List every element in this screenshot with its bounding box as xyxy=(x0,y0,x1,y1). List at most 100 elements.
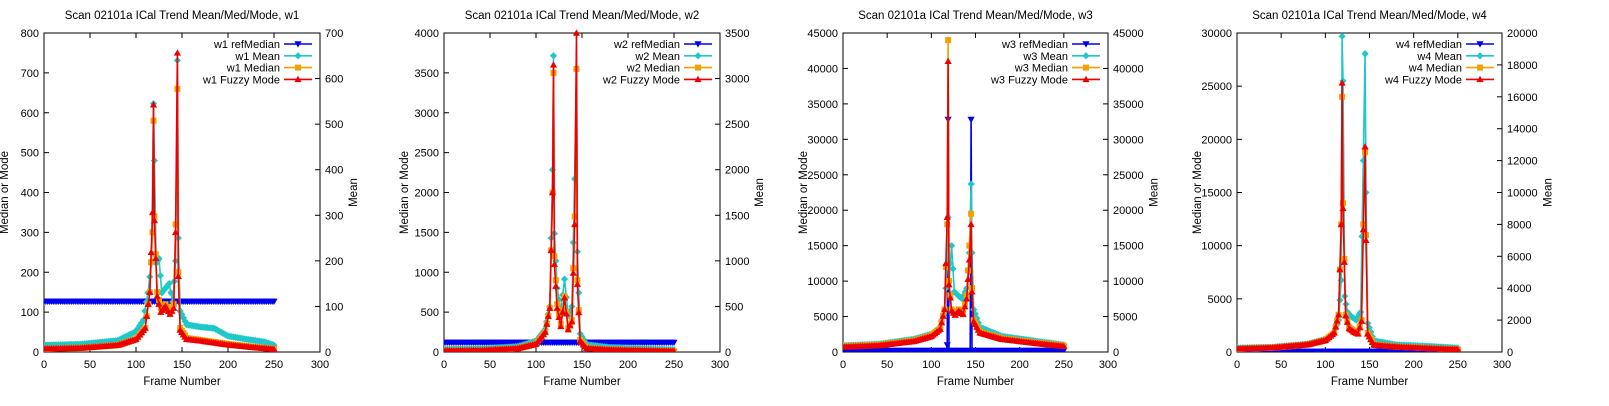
y2-tick-label: 300 xyxy=(325,210,343,222)
legend-label: w4 refMedian xyxy=(1395,39,1462,51)
plot-frame xyxy=(842,32,1109,353)
x-tick-label: 50 xyxy=(1275,359,1287,371)
y-tick-label: 10000 xyxy=(1201,241,1232,253)
x-tick-label: 50 xyxy=(84,359,96,371)
data-point xyxy=(1359,226,1367,233)
data-point xyxy=(1336,296,1344,304)
y-tick-label: 800 xyxy=(21,28,39,40)
x-tick-label: 300 xyxy=(1099,359,1117,371)
data-point xyxy=(1454,345,1462,352)
x-tick-label: 250 xyxy=(1055,359,1073,371)
y-tick-label: 25000 xyxy=(807,170,838,182)
data-point xyxy=(557,322,565,330)
chart-1: Scan 02101a ICal Trend Mean/Med/Mode, w1… xyxy=(0,10,360,388)
data-point xyxy=(564,326,572,333)
x-tick-label: 50 xyxy=(881,359,893,371)
series-refMedian xyxy=(843,116,1068,352)
data-point xyxy=(1060,342,1068,350)
x-tick-label: 250 xyxy=(665,359,683,371)
y2-tick-label: 2000 xyxy=(725,165,749,177)
x-axis-label: Frame Number xyxy=(543,376,620,388)
y-tick-label: 500 xyxy=(21,148,39,160)
data-point xyxy=(550,260,558,267)
legend-marker xyxy=(295,64,301,71)
y-tick-label: 30000 xyxy=(1201,28,1232,40)
y2-tick-label: 25000 xyxy=(1113,170,1144,182)
data-point xyxy=(161,284,170,292)
data-point xyxy=(1330,329,1338,336)
y-tick-label: 2500 xyxy=(415,148,439,160)
data-point xyxy=(572,29,581,36)
x-tick-label: 100 xyxy=(527,359,545,371)
y2-tick-label: 100 xyxy=(325,301,343,313)
y-tick-label: 0 xyxy=(1226,347,1232,359)
legend-marker xyxy=(1476,41,1484,48)
data-point xyxy=(181,317,189,325)
legend-label: w3 Fuzzy Mode xyxy=(990,74,1068,86)
x-tick-label: 200 xyxy=(1010,359,1028,371)
y2-tick-label: 0 xyxy=(725,347,731,359)
data-point xyxy=(544,312,552,319)
x-tick-label: 50 xyxy=(484,359,496,371)
data-point xyxy=(543,320,551,327)
data-point xyxy=(939,312,947,319)
y2-tick-label: 15000 xyxy=(1113,241,1144,253)
data-point xyxy=(555,295,563,304)
data-point xyxy=(575,308,583,316)
series-mode xyxy=(843,57,1068,350)
data-point xyxy=(967,116,975,124)
data-point xyxy=(560,275,569,283)
y-tick-label: 45000 xyxy=(807,28,838,40)
data-point xyxy=(153,292,161,299)
y2-tick-label: 500 xyxy=(725,301,743,313)
data-point xyxy=(566,322,574,329)
x-axis-label: Frame Number xyxy=(937,376,1014,388)
legend-label: w3 refMedian xyxy=(1001,39,1068,51)
data-point xyxy=(170,304,178,311)
y2-tick-label: 20000 xyxy=(1113,205,1144,217)
y-tick-label: 700 xyxy=(21,68,39,80)
y-tick-label: 300 xyxy=(21,227,39,239)
data-point xyxy=(1339,77,1347,85)
y-tick-label: 3500 xyxy=(415,68,439,80)
y2-axis-label: Mean xyxy=(1149,178,1161,207)
data-point xyxy=(152,254,160,261)
legend-marker xyxy=(294,41,302,48)
data-point xyxy=(270,345,278,352)
y-tick-label: 5000 xyxy=(1208,294,1232,306)
data-point xyxy=(1352,316,1360,324)
data-point xyxy=(165,280,173,288)
y2-tick-label: 12000 xyxy=(1507,156,1538,168)
y-tick-label: 25000 xyxy=(1201,81,1232,93)
legend-marker xyxy=(1082,52,1090,60)
series-mode xyxy=(444,29,677,352)
y-tick-label: 35000 xyxy=(807,99,838,111)
y-tick-label: 0 xyxy=(832,347,838,359)
data-point xyxy=(948,242,956,250)
x-tick-label: 300 xyxy=(711,359,729,371)
data-point xyxy=(546,304,554,311)
series-line xyxy=(843,183,1064,347)
data-point xyxy=(1362,236,1370,244)
legend-label: w2 refMedian xyxy=(613,39,680,51)
data-point xyxy=(143,312,151,319)
y2-axis-label: Mean xyxy=(1543,178,1555,207)
y2-tick-label: 3000 xyxy=(725,74,749,86)
data-point xyxy=(552,257,560,265)
data-point xyxy=(549,61,558,68)
data-point xyxy=(1339,204,1347,212)
series-mean xyxy=(843,180,1068,350)
y2-tick-label: 2500 xyxy=(725,119,749,131)
y2-tick-label: 18000 xyxy=(1507,60,1538,72)
y2-tick-label: 1500 xyxy=(725,210,749,222)
data-point xyxy=(562,310,570,317)
y2-axis-label: Mean xyxy=(754,178,766,207)
x-tick-label: 100 xyxy=(922,359,940,371)
legend-label: w3 Mean xyxy=(1022,51,1068,63)
legend-marker xyxy=(1083,64,1089,71)
data-point xyxy=(943,342,951,349)
y-tick-label: 0 xyxy=(33,347,39,359)
data-point xyxy=(149,101,158,108)
x-tick-label: 300 xyxy=(1493,359,1511,371)
